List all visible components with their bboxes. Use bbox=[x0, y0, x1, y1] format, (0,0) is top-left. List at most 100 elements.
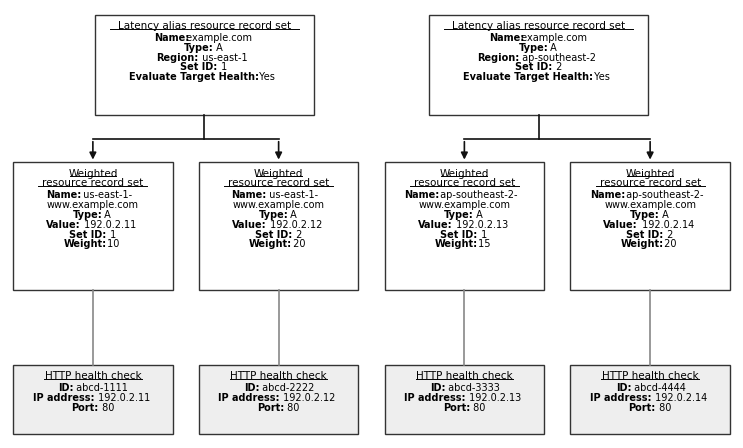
Text: resource record set: resource record set bbox=[600, 178, 701, 188]
Text: Weight:: Weight: bbox=[435, 240, 478, 250]
Text: example.com: example.com bbox=[518, 33, 586, 43]
Text: 1: 1 bbox=[218, 63, 227, 73]
Text: ap-southeast-2-: ap-southeast-2- bbox=[438, 190, 518, 200]
Text: us-east-1-: us-east-1- bbox=[80, 190, 132, 200]
Text: www.example.com: www.example.com bbox=[604, 200, 696, 210]
Text: Port:: Port: bbox=[71, 403, 99, 413]
Text: abcd-1111: abcd-1111 bbox=[74, 383, 129, 393]
Text: Port:: Port: bbox=[443, 403, 470, 413]
Text: ID:: ID: bbox=[616, 383, 631, 393]
Text: Set ID:: Set ID: bbox=[181, 63, 218, 73]
Text: IP address:: IP address: bbox=[218, 393, 280, 403]
Text: 20: 20 bbox=[290, 240, 305, 250]
Text: Type:: Type: bbox=[259, 210, 288, 220]
Text: Set ID:: Set ID: bbox=[515, 63, 552, 73]
Text: Name:: Name: bbox=[46, 190, 81, 200]
FancyBboxPatch shape bbox=[199, 365, 358, 435]
Text: www.example.com: www.example.com bbox=[47, 200, 139, 210]
Text: abcd-3333: abcd-3333 bbox=[445, 383, 500, 393]
Text: A: A bbox=[212, 43, 223, 53]
Text: Weighted: Weighted bbox=[68, 169, 117, 179]
Text: Region:: Region: bbox=[157, 53, 198, 63]
Text: ap-southeast-2: ap-southeast-2 bbox=[519, 53, 596, 63]
Text: ID:: ID: bbox=[244, 383, 259, 393]
Text: Weighted: Weighted bbox=[626, 169, 675, 179]
Text: Set ID:: Set ID: bbox=[441, 230, 478, 240]
FancyBboxPatch shape bbox=[95, 15, 314, 116]
Text: Weighted: Weighted bbox=[254, 169, 303, 179]
Text: ap-southeast-2-: ap-southeast-2- bbox=[623, 190, 704, 200]
Text: ID:: ID: bbox=[59, 383, 74, 393]
FancyBboxPatch shape bbox=[199, 163, 358, 290]
Text: Name:: Name: bbox=[489, 33, 525, 43]
Text: ID:: ID: bbox=[430, 383, 445, 393]
Text: resource record set: resource record set bbox=[414, 178, 515, 188]
Text: example.com: example.com bbox=[184, 33, 252, 43]
Text: 80: 80 bbox=[99, 403, 114, 413]
Text: Type:: Type: bbox=[73, 210, 103, 220]
Text: us-east-1-: us-east-1- bbox=[266, 190, 318, 200]
Text: Value:: Value: bbox=[46, 220, 81, 230]
Text: HTTP health check: HTTP health check bbox=[602, 371, 698, 381]
Text: Name:: Name: bbox=[404, 190, 439, 200]
Text: Weight:: Weight: bbox=[63, 240, 106, 250]
FancyBboxPatch shape bbox=[13, 163, 172, 290]
FancyBboxPatch shape bbox=[385, 163, 544, 290]
Text: HTTP health check: HTTP health check bbox=[45, 371, 141, 381]
Text: 192.0.2.14: 192.0.2.14 bbox=[652, 393, 707, 403]
FancyBboxPatch shape bbox=[385, 365, 544, 435]
Text: Type:: Type: bbox=[630, 210, 660, 220]
Text: 10: 10 bbox=[104, 240, 120, 250]
Text: Value:: Value: bbox=[232, 220, 267, 230]
Text: Set ID:: Set ID: bbox=[626, 230, 663, 240]
Text: 192.0.2.13: 192.0.2.13 bbox=[452, 220, 508, 230]
Text: A: A bbox=[287, 210, 297, 220]
Text: 192.0.2.11: 192.0.2.11 bbox=[81, 220, 137, 230]
Text: Weighted: Weighted bbox=[440, 169, 489, 179]
Text: A: A bbox=[101, 210, 111, 220]
Text: 192.0.2.14: 192.0.2.14 bbox=[638, 220, 694, 230]
Text: 1: 1 bbox=[478, 230, 487, 240]
Text: A: A bbox=[473, 210, 483, 220]
Text: www.example.com: www.example.com bbox=[418, 200, 510, 210]
Text: abcd-4444: abcd-4444 bbox=[631, 383, 686, 393]
FancyBboxPatch shape bbox=[429, 15, 648, 116]
Text: Type:: Type: bbox=[519, 43, 548, 53]
Text: Name:: Name: bbox=[232, 190, 267, 200]
Text: 192.0.2.12: 192.0.2.12 bbox=[280, 393, 336, 403]
Text: A: A bbox=[547, 43, 557, 53]
Text: resource record set: resource record set bbox=[228, 178, 329, 188]
Text: Port:: Port: bbox=[629, 403, 656, 413]
Text: 2: 2 bbox=[664, 230, 673, 240]
Text: Weight:: Weight: bbox=[249, 240, 292, 250]
Text: Value:: Value: bbox=[418, 220, 452, 230]
Text: IP address:: IP address: bbox=[33, 393, 94, 403]
Text: Type:: Type: bbox=[444, 210, 474, 220]
Text: Set ID:: Set ID: bbox=[255, 230, 292, 240]
Text: 1: 1 bbox=[107, 230, 116, 240]
FancyBboxPatch shape bbox=[13, 365, 172, 435]
Text: Latency alias resource record set: Latency alias resource record set bbox=[117, 21, 291, 31]
Text: HTTP health check: HTTP health check bbox=[230, 371, 327, 381]
Text: 192.0.2.12: 192.0.2.12 bbox=[267, 220, 322, 230]
Text: IP address:: IP address: bbox=[590, 393, 652, 403]
Text: resource record set: resource record set bbox=[42, 178, 143, 188]
Text: Evaluate Target Health:: Evaluate Target Health: bbox=[463, 73, 593, 82]
Text: Name:: Name: bbox=[590, 190, 625, 200]
Text: Name:: Name: bbox=[155, 33, 190, 43]
Text: 20: 20 bbox=[661, 240, 677, 250]
Text: us-east-1: us-east-1 bbox=[198, 53, 247, 63]
Text: www.example.com: www.example.com bbox=[233, 200, 325, 210]
Text: 2: 2 bbox=[553, 63, 562, 73]
Text: HTTP health check: HTTP health check bbox=[416, 371, 513, 381]
Text: IP address:: IP address: bbox=[404, 393, 466, 403]
Text: abcd-2222: abcd-2222 bbox=[259, 383, 314, 393]
Text: Set ID:: Set ID: bbox=[69, 230, 106, 240]
Text: Type:: Type: bbox=[184, 43, 214, 53]
Text: 80: 80 bbox=[470, 403, 485, 413]
Text: Region:: Region: bbox=[478, 53, 519, 63]
Text: 192.0.2.11: 192.0.2.11 bbox=[94, 393, 150, 403]
Text: Latency alias resource record set: Latency alias resource record set bbox=[452, 21, 626, 31]
FancyBboxPatch shape bbox=[571, 365, 730, 435]
Text: 15: 15 bbox=[476, 240, 491, 250]
